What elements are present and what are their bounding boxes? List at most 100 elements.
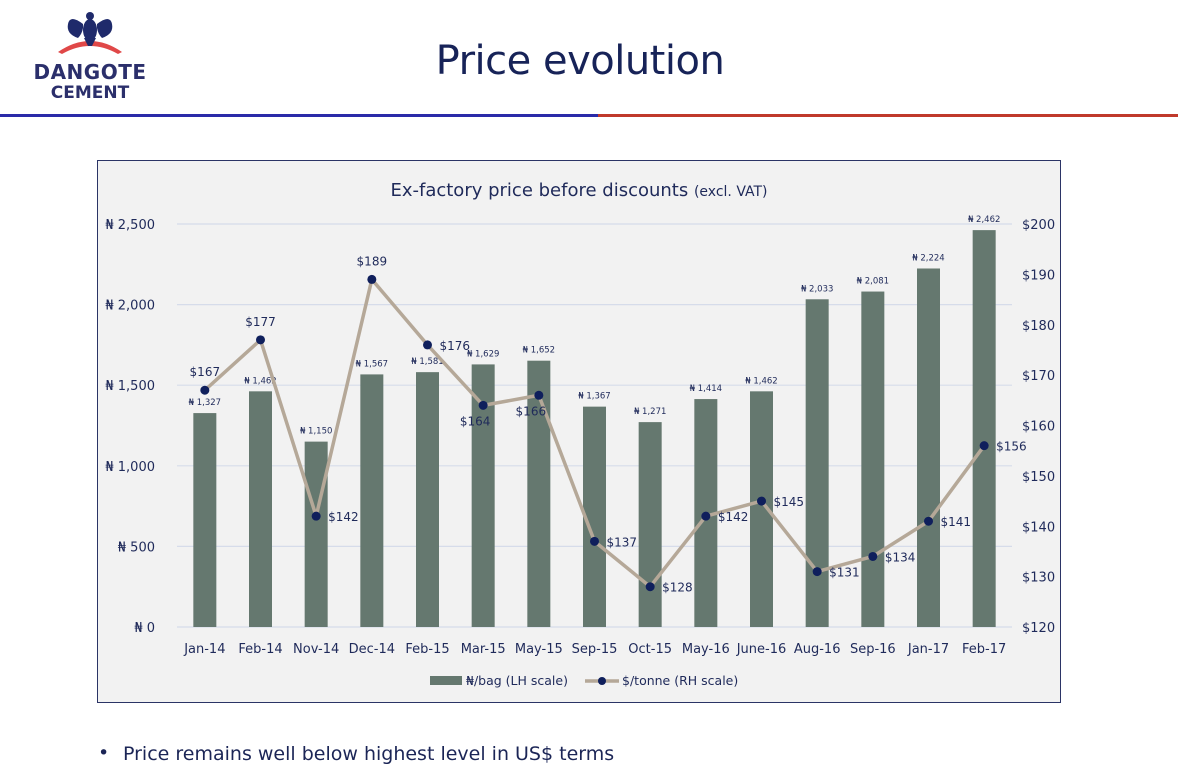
line-marker [590,536,599,546]
x-axis-tick-label: Oct-15 [628,642,672,657]
x-axis-tick-label: Sep-16 [850,642,896,657]
header-divider-red [598,114,1178,117]
bullet-marker: • [98,742,110,764]
eagle-emblem-icon [58,12,122,54]
company-logo: DANGOTE CEMENT [22,8,158,106]
right-axis-tick-label: $140 [1022,520,1055,535]
bar [638,422,662,627]
line-data-label: $131 [829,566,860,580]
bar-data-label: ₦ 2,224 [912,253,944,263]
line-data-label: $177 [245,315,276,329]
x-axis-tick-label: Dec-14 [349,642,395,657]
left-axis-tick-label: ₦ 2,500 [105,218,155,233]
bar-data-label: ₦ 2,462 [968,215,1000,225]
x-axis-tick-label: June-16 [736,642,787,657]
left-axis-tick-label: ₦ 2,000 [105,299,155,314]
legend-swatch-bar [430,676,462,685]
x-axis-tick-label: Sep-15 [572,642,618,657]
x-axis-tick-label: May-15 [515,642,563,657]
x-axis-tick-label: Nov-14 [293,642,339,657]
line-marker [924,516,933,526]
line-marker [367,274,377,284]
x-axis-tick-label: May-16 [682,642,730,657]
x-axis-tick-label: Jan-17 [907,642,949,657]
x-axis-tick-label: Aug-16 [794,642,841,657]
right-axis-tick-label: $170 [1022,369,1055,384]
bar [861,291,885,627]
bar-data-label: ₦ 2,033 [801,284,833,294]
line-data-label: $142 [328,510,359,524]
header-divider-blue [0,114,598,117]
line-marker [812,567,822,577]
line-data-label: $166 [516,404,547,418]
line-marker [256,335,265,345]
line-marker [757,496,766,506]
bar-data-label: ₦ 1,271 [634,407,666,417]
line-marker [645,582,655,592]
bar-data-label: ₦ 1,567 [356,359,388,369]
line-marker [423,340,432,350]
line-marker [979,441,989,451]
bar-data-label: ₦ 2,081 [857,277,889,287]
x-axis-tick-label: Feb-15 [405,642,449,657]
bar-data-label: ₦ 1,462 [745,376,777,386]
line-marker [311,511,321,521]
bar [750,391,773,627]
line-data-label: $128 [662,581,693,595]
bar [249,391,272,627]
bullet-text: Price remains well below highest level i… [123,743,615,765]
line-data-label: $134 [885,550,916,564]
bar-data-label: ₦ 1,629 [467,349,499,359]
line-marker [868,551,878,561]
x-axis-tick-label: Feb-14 [238,642,282,657]
bar [471,364,495,627]
bar [527,360,551,627]
x-axis-tick-label: Mar-15 [461,642,506,657]
line-marker [701,511,711,521]
line-marker [534,390,544,400]
bar [416,372,439,627]
bar-data-label: ₦ 1,150 [300,427,332,437]
right-axis-tick-label: $160 [1022,420,1055,435]
bar [304,441,328,627]
right-axis-tick-label: $180 [1022,319,1055,334]
bar [360,374,384,627]
right-axis-tick-label: $190 [1022,268,1055,283]
line-data-label: $167 [190,365,221,379]
page-title: Price evolution [435,38,725,84]
line-marker [478,400,488,410]
right-axis-tick-label: $200 [1022,218,1055,233]
chart-title-main: Ex-factory price before discounts [390,180,694,201]
bar-data-label: ₦ 1,327 [189,398,221,408]
legend-swatch-marker [598,677,606,685]
left-axis-tick-label: ₦ 1,500 [105,379,155,394]
legend-label-bar: ₦/bag (LH scale) [466,673,568,688]
bar [583,406,606,627]
logo-text-cement: CEMENT [50,83,130,103]
line-data-label: $164 [460,414,491,428]
chart-title: Ex-factory price before discounts (excl.… [390,180,767,201]
bar-data-label: ₦ 1,367 [578,392,610,402]
legend-label-line: $/tonne (RH scale) [622,673,738,688]
bar-data-label: ₦ 1,652 [523,346,555,356]
line-data-label: $142 [718,510,749,524]
line-marker [200,385,210,395]
bar-data-label: ₦ 1,581 [411,357,443,367]
price-chart: Ex-factory price before discounts (excl.… [105,180,1055,688]
left-axis-tick-label: ₦ 1,000 [105,460,155,475]
line-data-label: $145 [774,495,805,509]
bar-data-label: ₦ 1,462 [244,376,276,386]
bar [917,268,940,627]
line-data-label: $137 [607,535,638,549]
line-data-label: $189 [357,254,388,268]
right-axis-tick-label: $130 [1022,571,1055,586]
line-data-label: $176 [440,339,471,353]
line-data-label: $141 [941,515,972,529]
bar [193,413,217,627]
x-axis-tick-label: Jan-14 [183,642,225,657]
logo-text-dangote: DANGOTE [33,60,147,84]
bar-data-label: ₦ 1,414 [690,384,722,394]
bar [972,230,996,627]
right-axis-tick-label: $150 [1022,470,1055,485]
left-axis-tick-label: ₦ 500 [118,540,155,555]
